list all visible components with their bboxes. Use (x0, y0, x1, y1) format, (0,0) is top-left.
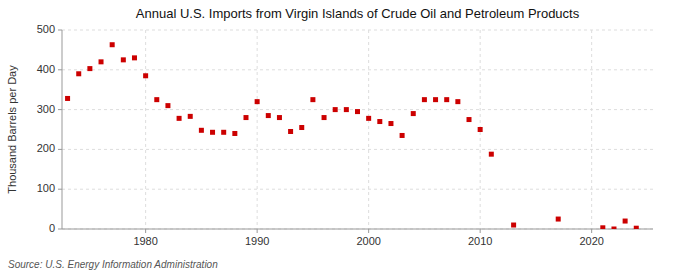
point (288, 129, 293, 134)
y-tick-label: 100 (37, 182, 55, 194)
y-tick (58, 229, 62, 230)
point (422, 97, 427, 102)
chart-title: Annual U.S. Imports from Virgin Islands … (136, 6, 580, 21)
point (299, 125, 304, 130)
point (623, 219, 628, 224)
point (611, 227, 616, 230)
point (143, 73, 148, 78)
chart-svg: 0 100 200 300 400 500 1980 1990 2000 2010 2020 Annu… (0, 0, 675, 275)
y-grid-line (62, 189, 653, 190)
point (243, 115, 248, 120)
x-tick-label: 2000 (356, 235, 380, 247)
point (65, 96, 70, 101)
point (322, 115, 327, 120)
y-tick (58, 30, 62, 31)
point (110, 42, 115, 47)
x-grid-line (145, 30, 146, 229)
x-grid-line (257, 30, 258, 229)
y-tick-label: 300 (37, 103, 55, 115)
x-tick-label: 1990 (245, 235, 269, 247)
point (199, 128, 204, 133)
point (255, 99, 260, 104)
point (388, 121, 393, 126)
point (87, 66, 92, 71)
point (76, 71, 81, 76)
point (210, 130, 215, 135)
point (344, 107, 349, 112)
point (154, 97, 159, 102)
point (221, 130, 226, 135)
point (489, 152, 494, 157)
source-note: Source: U.S. Energy Information Administ… (8, 259, 218, 270)
axes: 0 100 200 300 400 500 1980 1990 2000 2010 2020 (37, 23, 653, 247)
y-grid-line (62, 149, 653, 150)
y-tick-label: 400 (37, 63, 55, 75)
point (355, 109, 360, 114)
point (333, 107, 338, 112)
y-axis-line (62, 30, 63, 229)
point (400, 133, 405, 138)
y-grid-line (62, 69, 653, 70)
x-tick (480, 229, 481, 233)
y-grid-line (62, 229, 653, 230)
y-tick-label: 0 (49, 222, 55, 234)
y-tick-label: 200 (37, 142, 55, 154)
y-tick (58, 149, 62, 150)
point (99, 59, 104, 64)
point (121, 57, 126, 62)
y-tick (58, 189, 62, 190)
point (277, 115, 282, 120)
point (556, 217, 561, 222)
point (232, 131, 237, 136)
y-axis-label: Thousand Barrels per Day (6, 65, 18, 194)
y-tick (58, 109, 62, 110)
x-tick (145, 229, 146, 233)
point (634, 226, 639, 229)
point (366, 116, 371, 121)
y-tick-label: 500 (37, 23, 55, 35)
point (467, 117, 472, 122)
x-tick-label: 2010 (468, 235, 492, 247)
x-tick-label: 2020 (579, 235, 603, 247)
point (377, 119, 382, 124)
point (266, 113, 271, 118)
point (433, 97, 438, 102)
point (511, 223, 516, 228)
point (455, 99, 460, 104)
chart-container: 0 100 200 300 400 500 1980 1990 2000 2010 2020 Annu… (0, 0, 675, 275)
grid (62, 30, 653, 229)
point (177, 116, 182, 121)
y-grid-line (62, 30, 653, 31)
point (444, 97, 449, 102)
x-tick-label: 1980 (133, 235, 157, 247)
y-tick (58, 69, 62, 70)
x-axis-line (62, 229, 653, 230)
point (411, 111, 416, 116)
point (478, 127, 483, 132)
x-grid-line (591, 30, 592, 229)
point (188, 114, 193, 119)
x-tick (257, 229, 258, 233)
points (65, 42, 639, 229)
point (600, 225, 605, 229)
point (132, 55, 137, 60)
x-tick (591, 229, 592, 233)
point (310, 97, 315, 102)
x-grid-line (368, 30, 369, 229)
x-tick (368, 229, 369, 233)
point (165, 103, 170, 108)
